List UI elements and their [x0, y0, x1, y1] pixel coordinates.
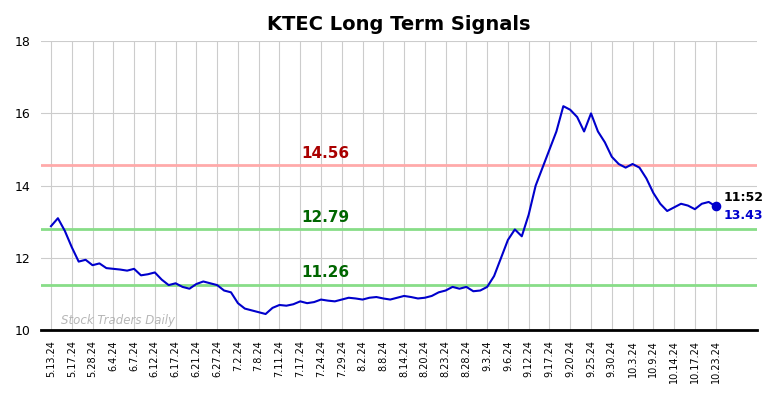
Text: 11.26: 11.26 — [301, 265, 349, 281]
Title: KTEC Long Term Signals: KTEC Long Term Signals — [267, 15, 531, 34]
Text: Stock Traders Daily: Stock Traders Daily — [61, 314, 176, 328]
Text: 11:52: 11:52 — [724, 191, 764, 204]
Point — [710, 203, 722, 209]
Text: 12.79: 12.79 — [301, 210, 349, 225]
Text: 14.56: 14.56 — [301, 146, 349, 161]
Text: 13.43: 13.43 — [724, 209, 764, 222]
